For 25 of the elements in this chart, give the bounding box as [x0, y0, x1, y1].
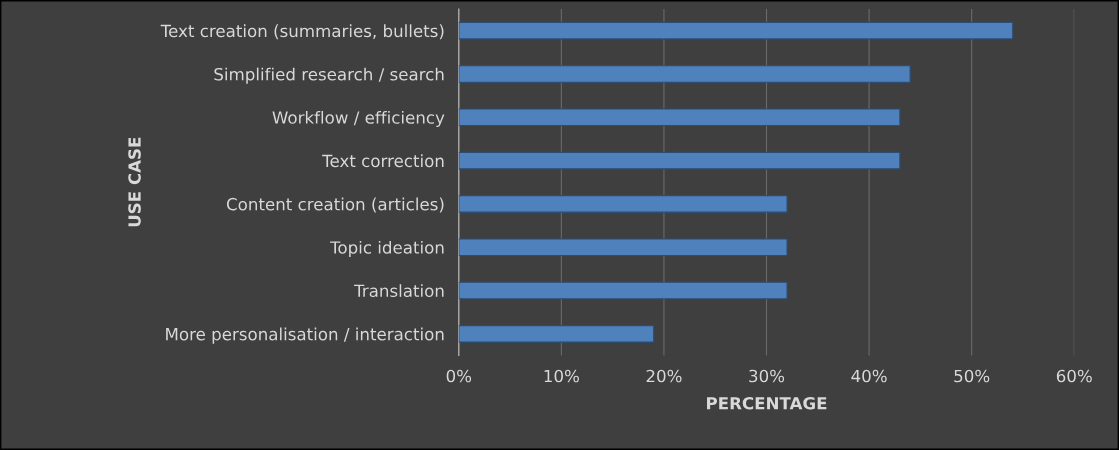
bar — [458, 281, 788, 300]
x-tick-label: 60% — [1056, 369, 1092, 383]
y-tick-label: Text correction — [322, 154, 444, 168]
y-tick-label: Translation — [354, 284, 444, 298]
bar — [458, 108, 901, 127]
bar — [458, 195, 788, 213]
bar — [458, 151, 901, 170]
y-axis-title: USE CASE — [128, 137, 141, 227]
y-tick-label: More personalisation / interaction — [166, 327, 444, 344]
x-tick-label: 0% — [446, 369, 472, 383]
x-axis-title: PERCENTAGE — [707, 396, 827, 410]
x-tick-label: 30% — [749, 369, 785, 383]
x-tick-label: 10% — [544, 369, 579, 383]
y-tick-label: Topic ideation — [330, 240, 444, 258]
bar — [458, 65, 911, 83]
y-tick-label: Text creation (summaries, bullets) — [160, 24, 444, 40]
bar — [458, 325, 655, 343]
bar — [458, 238, 788, 257]
y-tick-label: Content creation (articles) — [226, 197, 444, 213]
y-tick-label: Simplified research / search — [214, 67, 444, 84]
x-tick-label: 20% — [646, 369, 682, 383]
bar — [458, 21, 1014, 40]
x-tick-label: 50% — [954, 369, 990, 383]
y-tick-label: Workflow / efficiency — [272, 110, 445, 128]
x-tick-label: 40% — [851, 369, 887, 383]
